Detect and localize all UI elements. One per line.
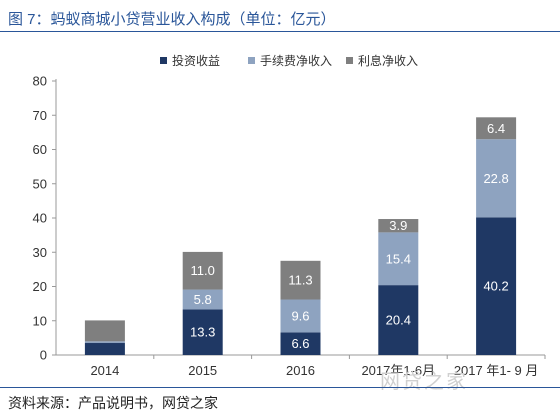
y-tick-label: 60 <box>33 142 47 157</box>
legend-label: 投资收益 <box>172 53 220 68</box>
legend-label: 利息净收入 <box>358 53 418 68</box>
bar-segment <box>378 232 419 286</box>
watermark: 网贷之家 <box>380 369 468 393</box>
data-label: 13.3 <box>190 325 215 340</box>
bar-segment <box>280 299 321 333</box>
y-tick-label: 20 <box>33 279 47 294</box>
data-label: 5.8 <box>194 292 212 307</box>
data-label: 22.8 <box>483 171 508 186</box>
y-tick-label: 70 <box>33 108 47 123</box>
bar-segment <box>84 341 125 344</box>
data-label: 15.4 <box>386 251 411 266</box>
x-tick-label: 2016 <box>286 363 315 378</box>
bar-segment <box>378 219 419 233</box>
stacked-bar-chart: 0 10 20 30 40 50 60 70 80 2014 13.3 5.8 11.0 2015 6.6 9… <box>33 53 546 378</box>
y-tick-label: 30 <box>33 245 47 260</box>
data-label: 3.9 <box>389 218 407 233</box>
bar-segment <box>182 251 223 290</box>
bar-segment <box>476 139 517 218</box>
y-tick-label: 50 <box>33 176 47 191</box>
x-tick-label: 2014 <box>90 363 119 378</box>
data-label: 40.2 <box>483 279 508 294</box>
data-label: 20.4 <box>386 313 411 328</box>
bar-segment <box>280 332 321 355</box>
chart-title: 图 7：蚂蚁商城小贷营业收入构成（单位：亿元） <box>8 11 336 28</box>
x-tick-label: 2017年1-6月 <box>361 363 435 378</box>
bar-segment <box>378 285 419 355</box>
bar-segment <box>84 320 125 342</box>
bar-segment <box>476 117 517 140</box>
legend-swatch <box>346 57 353 64</box>
bottom-rule <box>0 387 560 388</box>
bar-segment <box>84 343 125 355</box>
y-tick-label: 0 <box>40 348 47 363</box>
y-tick-label: 40 <box>33 211 47 226</box>
y-tick-label: 80 <box>33 74 47 89</box>
legend-swatch <box>160 57 167 64</box>
bar-segment <box>476 217 517 355</box>
x-tick-label: 2015 <box>188 363 217 378</box>
y-tick-label: 10 <box>33 313 47 328</box>
data-label: 9.6 <box>291 308 309 323</box>
x-tick-label: 2017 年1- 9 月 <box>454 363 539 378</box>
source-note: 资料来源：产品说明书，网贷之家 <box>8 395 218 411</box>
data-label: 6.6 <box>291 336 309 351</box>
legend-swatch <box>248 57 255 64</box>
bar-segment <box>182 309 223 355</box>
data-label: 11.0 <box>191 263 215 278</box>
bar-segment <box>182 289 223 310</box>
legend-label: 手续费净收入 <box>260 54 332 68</box>
bar-segment <box>280 260 321 300</box>
data-label: 6.4 <box>487 121 505 136</box>
top-rule <box>0 31 560 32</box>
data-label: 11.3 <box>288 273 312 288</box>
